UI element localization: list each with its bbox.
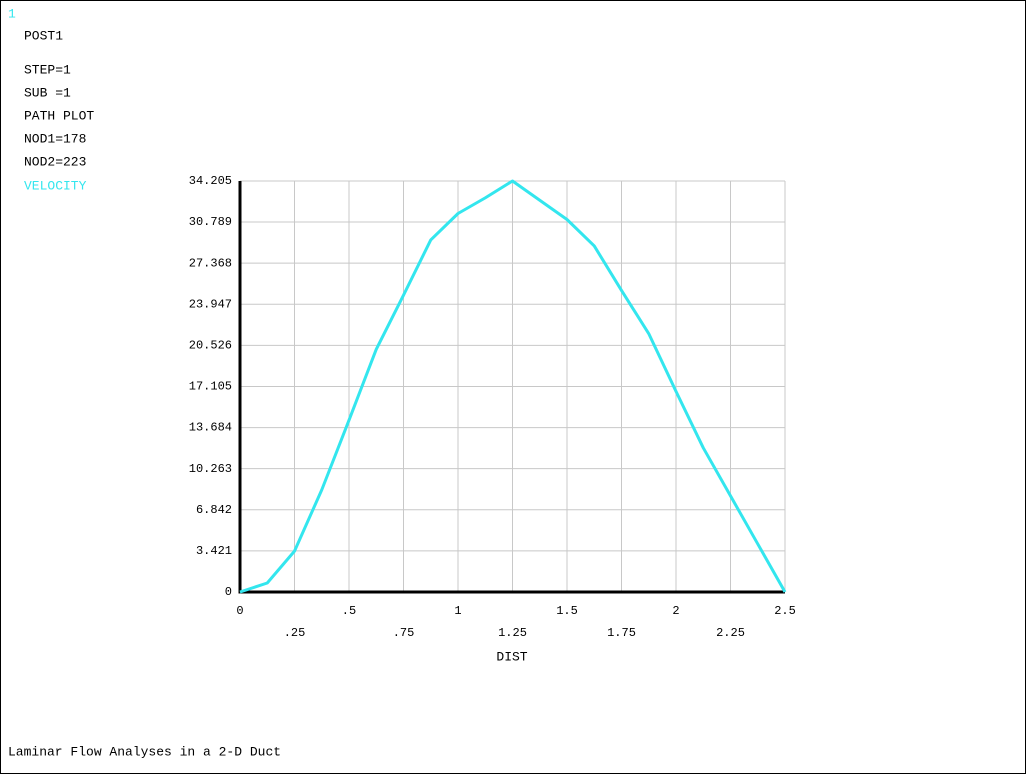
y-tick-label: 13.684	[189, 421, 232, 435]
x-tick-label: 2.5	[774, 604, 796, 618]
y-tick-label: 34.205	[189, 174, 232, 188]
info-line: NOD2=223	[24, 154, 86, 169]
footer-title: Laminar Flow Analyses in a 2-D Duct	[8, 744, 281, 759]
x-tick-label: 2.25	[716, 626, 745, 640]
y-tick-label: 23.947	[189, 297, 232, 311]
x-tick-label: .5	[342, 604, 356, 618]
y-tick-label: 20.526	[189, 339, 232, 353]
y-tick-label: 30.789	[189, 215, 232, 229]
window-number: 1	[8, 6, 16, 21]
info-line: POST1	[24, 28, 63, 43]
x-tick-label: 1.75	[607, 626, 636, 640]
data-line	[239, 179, 787, 594]
x-tick-label: .25	[284, 626, 306, 640]
x-tick-label: 1.5	[556, 604, 578, 618]
x-tick-label: 0	[236, 604, 243, 618]
x-tick-label: .75	[393, 626, 415, 640]
x-tick-label: 1	[454, 604, 461, 618]
y-tick-label: 10.263	[189, 462, 232, 476]
y-tick-label: 27.368	[189, 256, 232, 270]
x-axis-label: DIST	[496, 649, 527, 664]
info-line: NOD1=178	[24, 131, 86, 146]
y-tick-label: 0	[225, 585, 232, 599]
y-tick-label: 6.842	[196, 503, 232, 517]
y-tick-label: 17.105	[189, 380, 232, 394]
x-tick-label: 1.25	[498, 626, 527, 640]
info-line: STEP=1	[24, 62, 71, 77]
info-line: SUB =1	[24, 85, 71, 100]
info-line: PATH PLOT	[24, 108, 94, 123]
legend-label: VELOCITY	[24, 178, 87, 193]
y-tick-label: 3.421	[196, 544, 232, 558]
x-tick-label: 2	[672, 604, 679, 618]
